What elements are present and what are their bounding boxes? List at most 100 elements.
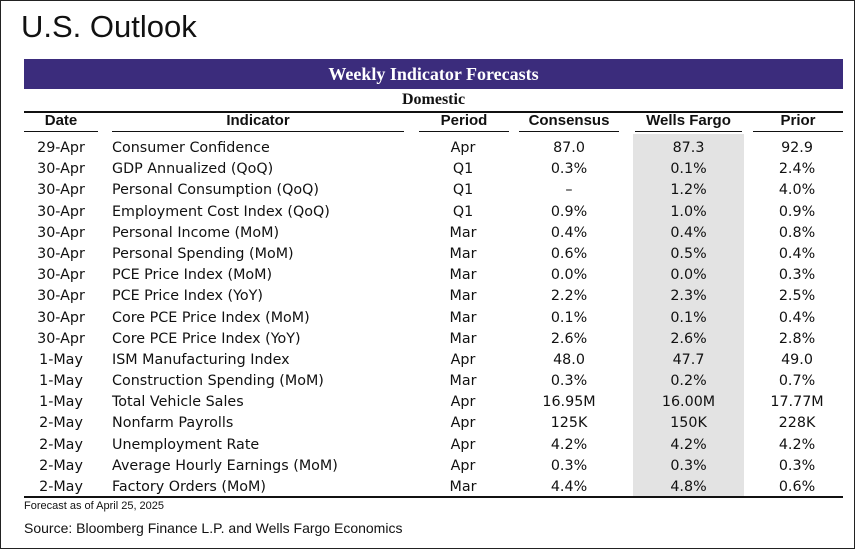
cell-date: 2-May: [39, 479, 83, 495]
cell-period: Apr: [450, 436, 476, 453]
table-row: 2-May Nonfarm Payrolls Apr 125K 150K 228K: [1, 413, 855, 434]
cell-indicator: ISM Manufacturing Index: [112, 351, 290, 368]
cell-date: 30-Apr: [37, 203, 85, 220]
cell-wells-fargo: 16.00M: [661, 394, 716, 411]
cell-wells-fargo: 0.5%: [670, 245, 707, 262]
cell-consensus: 0.3%: [550, 373, 588, 390]
header-wells-fargo: Wells Fargo: [635, 112, 742, 132]
cell-prior: 4.2%: [778, 436, 816, 453]
cell-consensus: 4.2%: [550, 436, 588, 453]
cell-wells-fargo: 4.8%: [670, 479, 707, 495]
cell-wells-fargo: 1.2%: [670, 182, 707, 199]
table-row: 1-May Total Vehicle Sales Apr 16.95M 16.00M 1…: [1, 392, 855, 413]
header-rule: [24, 111, 843, 113]
table-row: 30-Apr Core PCE Price Index (MoM) Mar 0.1% 0…: [1, 308, 855, 329]
cell-date: 30-Apr: [37, 267, 85, 284]
cell-indicator: PCE Price Index (MoM): [112, 267, 273, 284]
table-banner: Weekly Indicator Forecasts: [24, 59, 843, 89]
cell-prior: 228K: [778, 415, 816, 432]
cell-date: 2-May: [39, 436, 83, 453]
cell-date: 2-May: [39, 457, 83, 474]
cell-indicator: GDP Annualized (QoQ): [112, 161, 274, 178]
forecast-date-note: Forecast as of April 25, 2025: [24, 500, 165, 512]
table-row: 1-May Construction Spending (MoM) Mar 0.3% 0…: [1, 371, 855, 392]
cell-period: Apr: [450, 457, 476, 474]
cell-consensus: 0.6%: [550, 245, 588, 262]
cell-period: Mar: [449, 267, 477, 284]
cell-wells-fargo: 0.4%: [670, 224, 707, 241]
cell-period: Mar: [449, 373, 477, 390]
table-row: 2-May Factory Orders (MoM) Mar 4.4% 4.8% 0.6%: [1, 477, 855, 498]
cell-consensus: 48.0: [553, 351, 585, 368]
cell-prior: 92.9: [781, 140, 813, 156]
table-row: 2-May Unemployment Rate Apr 4.2% 4.2% 4.2%: [1, 435, 855, 456]
cell-date: 30-Apr: [37, 288, 85, 305]
cell-prior: 2.8%: [778, 330, 816, 347]
cell-indicator: Personal Spending (MoM): [112, 245, 294, 262]
cell-indicator: Core PCE Price Index (MoM): [112, 309, 310, 326]
cell-consensus: 0.0%: [550, 267, 588, 284]
cell-prior: 0.4%: [778, 245, 816, 262]
cell-indicator: Personal Income (MoM): [112, 224, 280, 241]
cell-indicator: Employment Cost Index (QoQ): [112, 203, 330, 220]
cell-prior: 49.0: [781, 351, 813, 368]
cell-consensus: 0.1%: [550, 309, 588, 326]
cell-prior: 17.77M: [770, 394, 824, 411]
cell-date: 1-May: [39, 394, 83, 411]
cell-indicator: PCE Price Index (YoY): [112, 288, 263, 305]
cell-period: Mar: [449, 330, 477, 347]
cell-consensus: 4.4%: [550, 479, 588, 495]
cell-period: Mar: [449, 309, 477, 326]
cell-period: Mar: [449, 245, 477, 262]
cell-wells-fargo: 0.1%: [670, 309, 707, 326]
cell-wells-fargo: 0.0%: [670, 267, 707, 284]
cell-date: 29-Apr: [37, 140, 85, 156]
cell-period: Mar: [449, 288, 477, 305]
header-prior: Prior: [753, 112, 843, 132]
section-heading: Domestic: [401, 91, 466, 108]
cell-period: Q1: [452, 161, 474, 178]
table-row: 30-Apr Employment Cost Index (QoQ) Q1 0.9% 1…: [1, 202, 855, 223]
cell-date: 30-Apr: [37, 330, 85, 347]
cell-indicator: Core PCE Price Index (YoY): [112, 330, 301, 347]
cell-prior: 4.0%: [778, 182, 816, 199]
table-row: 30-Apr PCE Price Index (YoY) Mar 2.2% 2.3% 2.…: [1, 286, 855, 307]
header-consensus: Consensus: [519, 112, 619, 132]
cell-consensus: 2.6%: [550, 330, 588, 347]
source-note: Source: Bloomberg Finance L.P. and Wells…: [24, 520, 403, 536]
cell-period: Apr: [450, 415, 476, 432]
table-row: 2-May Average Hourly Earnings (MoM) Apr 0.3…: [1, 456, 855, 477]
cell-prior: 0.3%: [778, 267, 816, 284]
page-title: U.S. Outlook: [21, 9, 197, 44]
cell-period: Apr: [450, 140, 476, 156]
cell-date: 1-May: [39, 373, 83, 390]
cell-consensus: 0.4%: [550, 224, 588, 241]
cell-consensus: 0.3%: [550, 161, 588, 178]
cell-period: Q1: [452, 203, 474, 220]
cell-indicator: Personal Consumption (QoQ): [112, 182, 319, 199]
cell-consensus: 87.0: [553, 140, 585, 156]
table-row: 30-Apr Personal Consumption (QoQ) Q1 – 1.2% 4…: [1, 180, 855, 201]
cell-wells-fargo: 2.6%: [670, 330, 707, 347]
cell-date: 1-May: [39, 351, 83, 368]
cell-consensus: 16.95M: [542, 394, 596, 411]
cell-wells-fargo: 0.2%: [670, 373, 707, 390]
header-indicator: Indicator: [112, 112, 404, 132]
header-period: Period: [419, 112, 509, 132]
cell-period: Apr: [450, 351, 476, 368]
cell-indicator: Factory Orders (MoM): [112, 479, 266, 495]
cell-wells-fargo: 47.7: [672, 351, 705, 368]
cell-consensus: 0.3%: [550, 457, 588, 474]
cell-date: 30-Apr: [37, 161, 85, 178]
cell-prior: 0.7%: [778, 373, 816, 390]
cell-wells-fargo: 0.3%: [670, 457, 707, 474]
cell-indicator: Consumer Confidence: [112, 140, 270, 156]
cell-wells-fargo: 2.3%: [670, 288, 707, 305]
table-row: 1-May ISM Manufacturing Index Apr 48.0 47.7 4…: [1, 350, 855, 371]
cell-consensus: 2.2%: [550, 288, 588, 305]
cell-date: 30-Apr: [37, 309, 85, 326]
cell-period: Mar: [449, 479, 477, 495]
cell-prior: 2.4%: [778, 161, 816, 178]
table-row: 30-Apr Personal Income (MoM) Mar 0.4% 0.4% 0.…: [1, 223, 855, 244]
